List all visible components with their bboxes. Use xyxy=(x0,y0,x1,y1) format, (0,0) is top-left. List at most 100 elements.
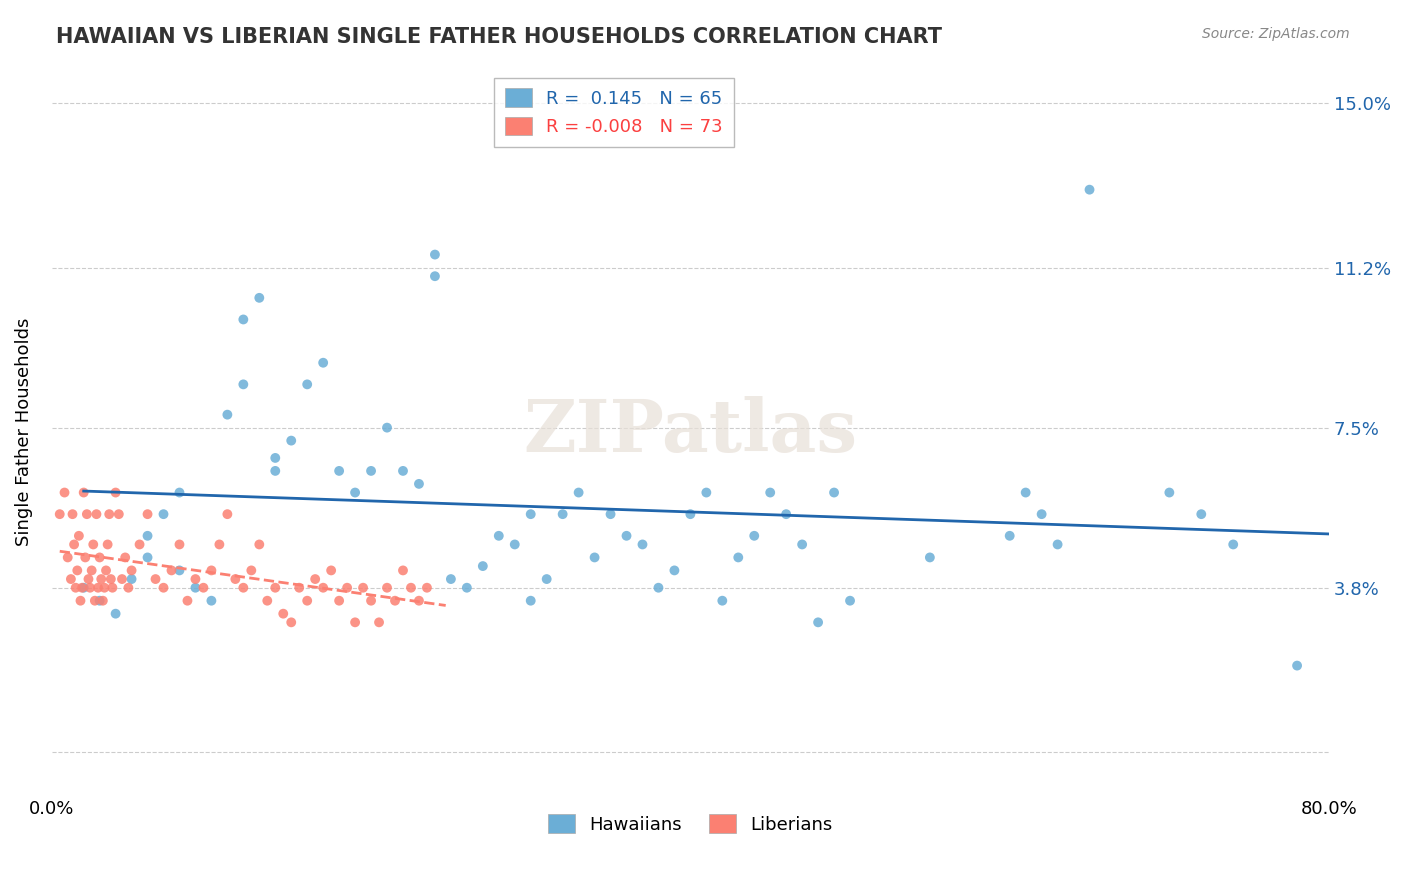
Point xyxy=(742,529,765,543)
Point xyxy=(232,377,254,392)
Point xyxy=(75,550,97,565)
Point xyxy=(839,593,862,607)
Point xyxy=(352,581,374,595)
Point xyxy=(583,550,606,565)
Point xyxy=(918,550,941,565)
Point xyxy=(232,581,254,595)
Point xyxy=(67,529,90,543)
Point xyxy=(114,550,136,565)
Point xyxy=(295,593,318,607)
Point xyxy=(280,615,302,630)
Point xyxy=(200,563,222,577)
Point xyxy=(647,581,669,595)
Point xyxy=(616,529,638,543)
Point xyxy=(368,615,391,630)
Point xyxy=(111,572,134,586)
Point xyxy=(69,593,91,607)
Point xyxy=(375,420,398,434)
Point xyxy=(807,615,830,630)
Point xyxy=(1189,507,1212,521)
Point xyxy=(423,269,446,284)
Point xyxy=(77,572,100,586)
Point xyxy=(98,507,121,521)
Point xyxy=(551,507,574,521)
Point xyxy=(104,485,127,500)
Point xyxy=(93,581,115,595)
Point xyxy=(184,581,207,595)
Point xyxy=(107,507,129,521)
Point xyxy=(247,537,270,551)
Point xyxy=(344,485,367,500)
Point xyxy=(264,464,287,478)
Point xyxy=(695,485,717,500)
Point xyxy=(519,507,541,521)
Point xyxy=(169,537,191,551)
Text: Source: ZipAtlas.com: Source: ZipAtlas.com xyxy=(1202,27,1350,41)
Y-axis label: Single Father Households: Single Father Households xyxy=(15,318,32,546)
Point xyxy=(471,559,494,574)
Point xyxy=(256,593,278,607)
Point xyxy=(1078,183,1101,197)
Point xyxy=(392,563,415,577)
Point xyxy=(247,291,270,305)
Point xyxy=(360,593,382,607)
Point xyxy=(89,550,111,565)
Point xyxy=(176,593,198,607)
Point xyxy=(66,563,89,577)
Point xyxy=(759,485,782,500)
Point xyxy=(360,464,382,478)
Point xyxy=(823,485,845,500)
Point xyxy=(73,581,96,595)
Point xyxy=(384,593,406,607)
Point xyxy=(193,581,215,595)
Legend: Hawaiians, Liberians: Hawaiians, Liberians xyxy=(537,804,844,845)
Point xyxy=(70,581,93,595)
Point xyxy=(63,537,86,551)
Point xyxy=(503,537,526,551)
Point xyxy=(128,537,150,551)
Point xyxy=(727,550,749,565)
Point xyxy=(136,507,159,521)
Text: ZIPatlas: ZIPatlas xyxy=(523,396,858,467)
Point xyxy=(599,507,621,521)
Point xyxy=(136,550,159,565)
Point xyxy=(94,563,117,577)
Point xyxy=(224,572,246,586)
Point xyxy=(440,572,463,586)
Point xyxy=(328,464,350,478)
Point xyxy=(304,572,326,586)
Point xyxy=(312,581,335,595)
Point xyxy=(80,563,103,577)
Point xyxy=(271,607,294,621)
Point xyxy=(62,507,84,521)
Point xyxy=(97,537,120,551)
Point xyxy=(295,377,318,392)
Point xyxy=(136,529,159,543)
Point xyxy=(89,593,111,607)
Point xyxy=(217,507,239,521)
Point xyxy=(1159,485,1181,500)
Point xyxy=(280,434,302,448)
Point xyxy=(91,593,114,607)
Point xyxy=(101,581,124,595)
Point xyxy=(117,581,139,595)
Point xyxy=(82,537,104,551)
Point xyxy=(321,563,343,577)
Point xyxy=(456,581,478,595)
Point xyxy=(488,529,510,543)
Point xyxy=(416,581,439,595)
Point xyxy=(536,572,558,586)
Point xyxy=(208,537,231,551)
Point xyxy=(264,581,287,595)
Point xyxy=(519,593,541,607)
Point xyxy=(104,607,127,621)
Point xyxy=(76,507,98,521)
Point xyxy=(264,450,287,465)
Point xyxy=(998,529,1021,543)
Point xyxy=(711,593,734,607)
Text: HAWAIIAN VS LIBERIAN SINGLE FATHER HOUSEHOLDS CORRELATION CHART: HAWAIIAN VS LIBERIAN SINGLE FATHER HOUSE… xyxy=(56,27,942,46)
Point xyxy=(86,507,108,521)
Point xyxy=(65,581,87,595)
Point xyxy=(121,563,143,577)
Point xyxy=(59,572,82,586)
